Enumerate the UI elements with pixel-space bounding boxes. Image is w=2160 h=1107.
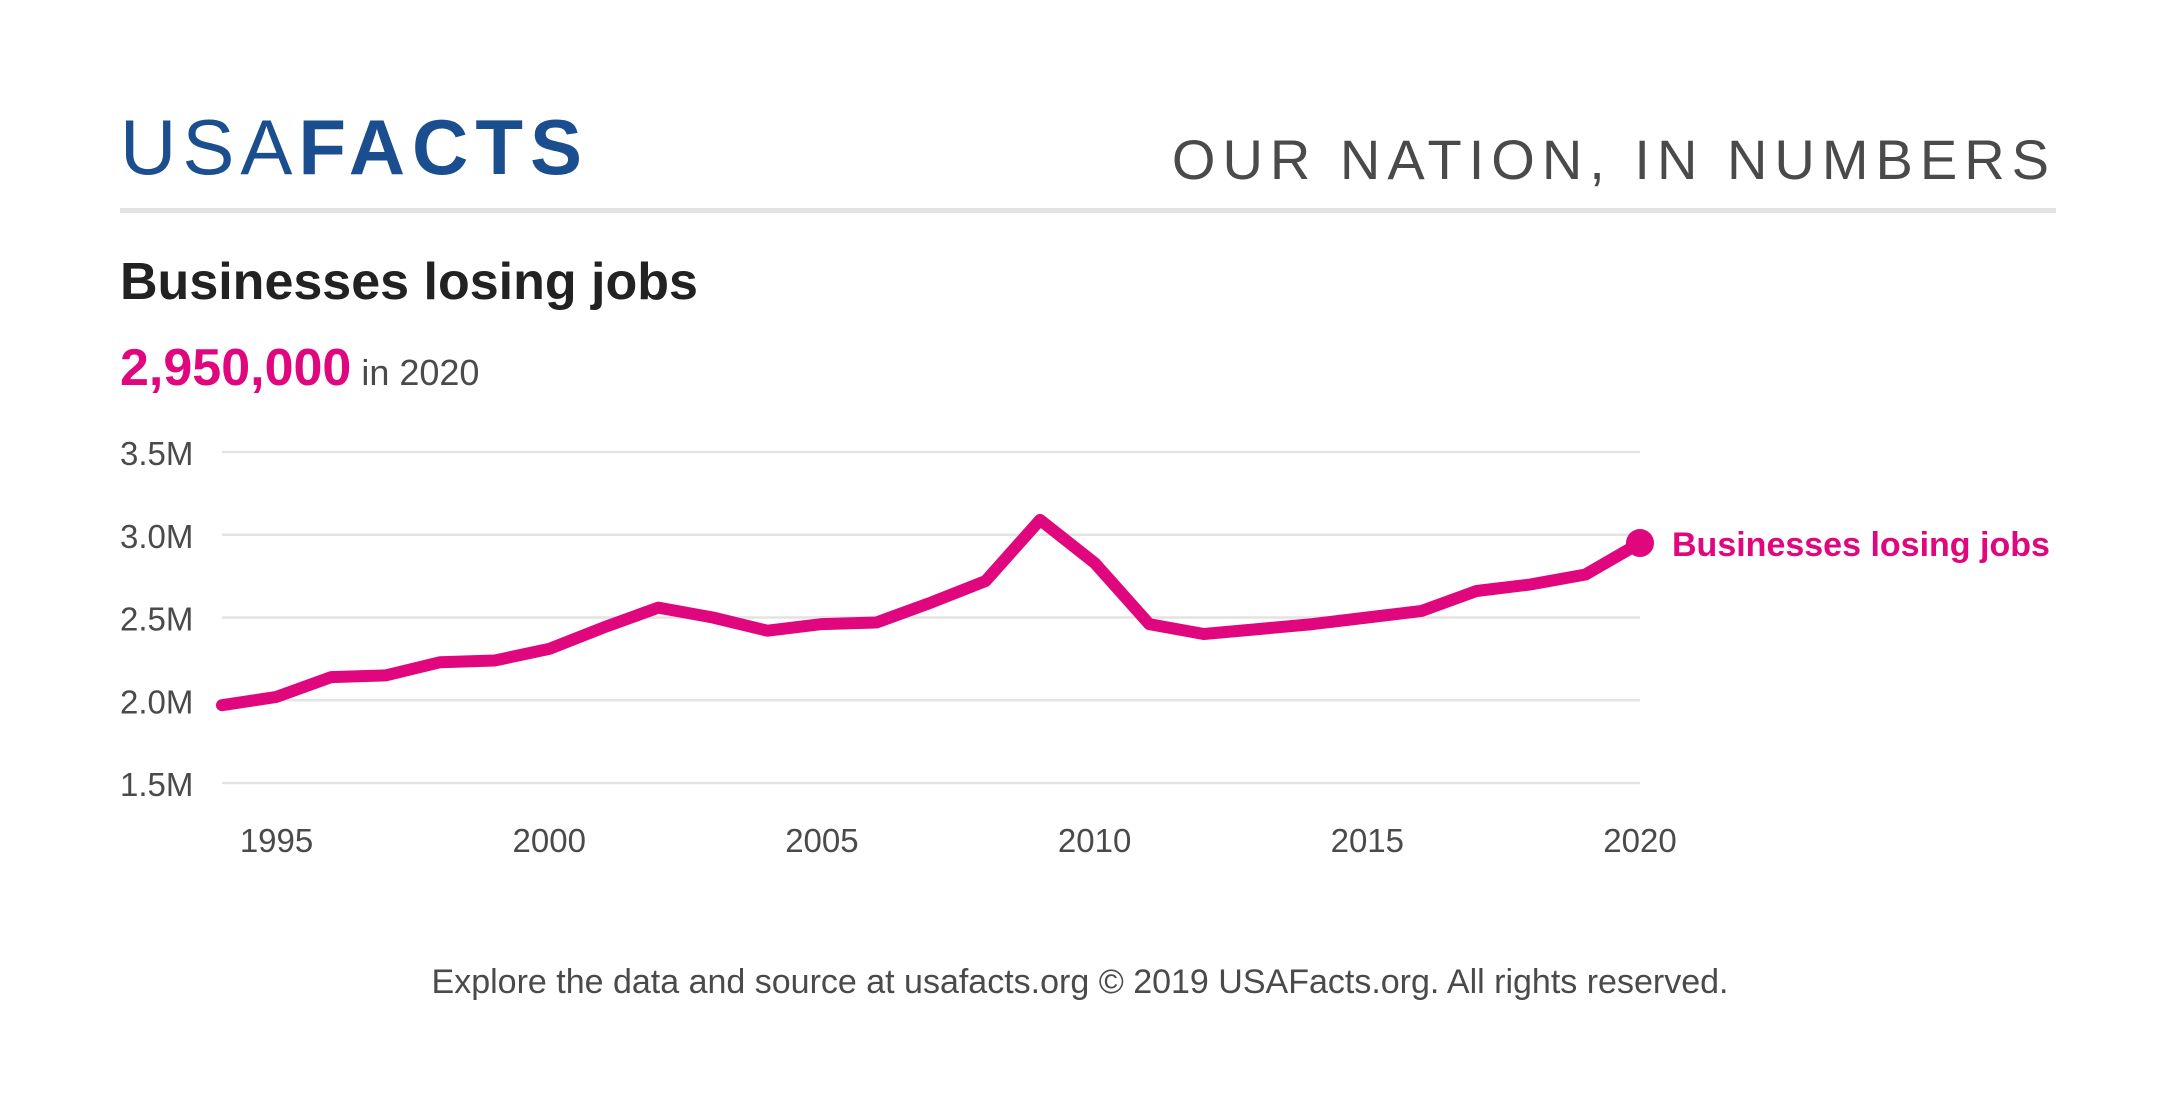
usafacts-logo: USAFACTS	[120, 108, 589, 186]
y-tick-label: 3.5M	[120, 435, 193, 472]
x-tick-label: 1995	[240, 822, 313, 859]
y-tick-label: 1.5M	[120, 766, 193, 803]
x-tick-label: 2010	[1058, 822, 1131, 859]
x-tick-label: 2015	[1331, 822, 1404, 859]
footer-credit: Explore the data and source at usafacts.…	[431, 963, 1729, 1001]
logo-bold-text: FACTS	[298, 103, 590, 191]
headline-stat: 2,950,000 in 2020	[120, 338, 479, 398]
y-tick-label: 2.0M	[120, 683, 193, 720]
x-tick-label: 2000	[513, 822, 586, 859]
headline-value-suffix: in 2020	[361, 352, 480, 393]
series-label: Businesses losing jobs	[1672, 526, 2050, 564]
series-line	[216, 513, 1646, 712]
x-tick-label: 2005	[785, 822, 858, 859]
series-endpoint-marker	[1626, 529, 1654, 558]
tagline: OUR NATION, IN NUMBERS	[1171, 128, 2056, 191]
header-divider	[120, 208, 2056, 213]
headline-value: 2,950,000	[120, 339, 352, 397]
chart-title: Businesses losing jobs	[120, 253, 698, 311]
x-tick-label: 2020	[1603, 822, 1676, 859]
logo-light-text: USA	[120, 103, 299, 191]
y-tick-label: 3.0M	[120, 518, 193, 555]
y-tick-label: 2.5M	[120, 601, 193, 638]
